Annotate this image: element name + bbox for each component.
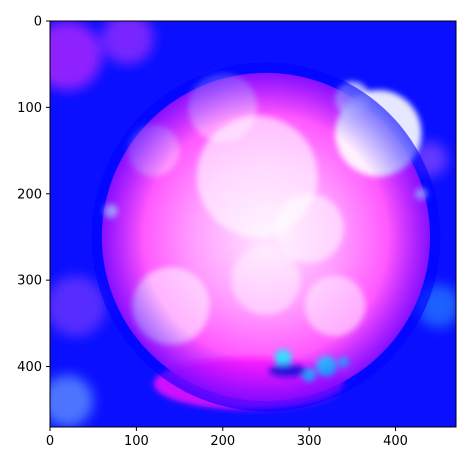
y-tick-label: 100 (17, 101, 42, 116)
x-tick-label: 0 (46, 434, 54, 449)
heatmap-image (50, 21, 456, 427)
background-blob (50, 275, 107, 337)
y-axis: 0 100 200 300 400 (17, 15, 50, 375)
disk-halo (91, 62, 441, 412)
y-tick-label: 0 (34, 15, 42, 30)
background-blob (50, 375, 94, 427)
y-tick-label: 300 (17, 274, 42, 289)
y-tick-label: 200 (17, 187, 42, 202)
x-axis: 0 100 200 300 400 (46, 427, 408, 449)
x-tick-label: 400 (383, 434, 408, 449)
background-variation (50, 21, 456, 427)
x-tick-label: 200 (210, 434, 235, 449)
x-tick-label: 300 (297, 434, 322, 449)
plot-frame (49, 20, 457, 428)
background-blob (50, 21, 102, 91)
x-tick-label: 100 (124, 434, 149, 449)
background-blob (101, 21, 154, 65)
y-tick-label: 400 (17, 360, 42, 375)
